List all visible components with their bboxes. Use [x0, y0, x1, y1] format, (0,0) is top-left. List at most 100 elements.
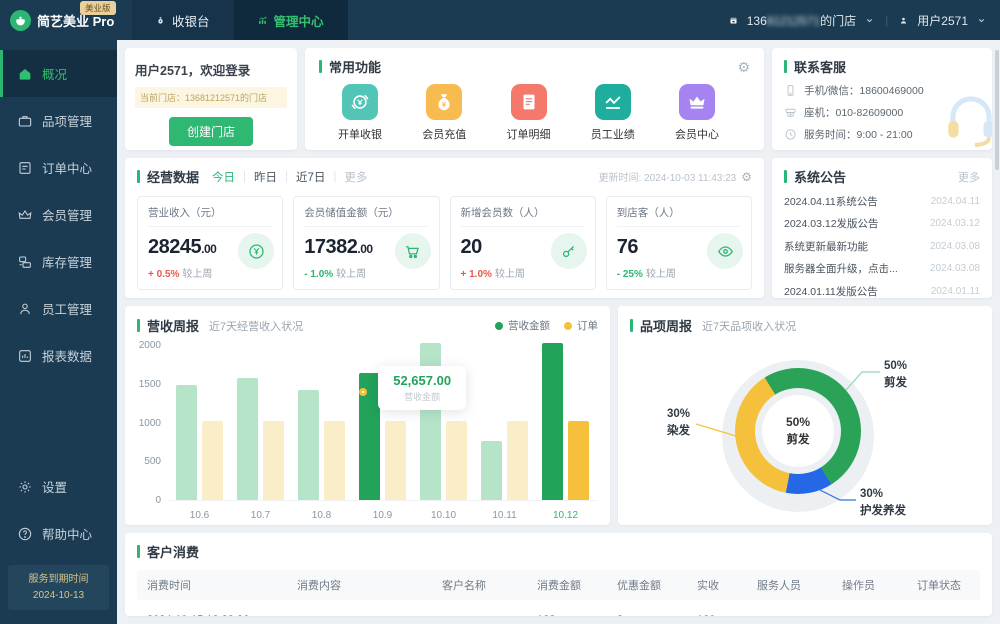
stat-card-revenue: 营业收入（元） 28245.00 + 0.5% 较上周	[137, 196, 284, 290]
slice-name: 剪发	[884, 377, 907, 390]
announcement-item[interactable]: 2024.01.11发版公告 2024.01.11	[784, 280, 980, 303]
sidebar-item-help[interactable]: 帮助中心	[0, 510, 117, 557]
announcements-more-link[interactable]: 更多	[958, 171, 980, 184]
orders-bar[interactable]	[385, 421, 406, 500]
quick-action-order-details[interactable]: 订单明细	[494, 84, 564, 142]
revenue-bar[interactable]	[542, 342, 563, 500]
quick-action-label: 订单明细	[506, 129, 551, 141]
table-row[interactable]: 2024-10-15 13:23:26 设计师洗剪吹 散客 128 8 120 …	[137, 600, 980, 616]
revenue-bar[interactable]	[481, 441, 502, 500]
key-icon	[550, 233, 587, 269]
stat-card-visitors: 到店客（人） 76 - 25% 较上周	[605, 196, 752, 290]
cell-received: 120	[697, 614, 757, 616]
bar-group[interactable]	[230, 346, 291, 500]
stat-decimals: .00	[357, 242, 373, 256]
bar-group[interactable]	[352, 346, 413, 500]
store-selector[interactable]: 13681212571的门店	[747, 12, 856, 29]
quick-action-member-center[interactable]: 会员中心	[662, 84, 732, 142]
bar-chart: 2000 1500 1000 500 0	[135, 341, 596, 521]
cart-icon	[394, 233, 431, 269]
section-accent	[784, 170, 787, 183]
money-bag-icon: ¥	[158, 16, 163, 24]
scrollbar[interactable]	[995, 44, 999, 620]
col-discount: 优惠金额	[617, 580, 661, 592]
orders-bar[interactable]	[202, 421, 223, 500]
quick-action-staff-performance[interactable]: 员工业绩	[578, 84, 648, 142]
stat-delta: + 1.0%	[460, 269, 492, 280]
yen-circle-icon	[342, 84, 378, 120]
sidebar-item-overview[interactable]: 概况	[0, 50, 117, 97]
sidebar-item-members[interactable]: 会员管理	[0, 191, 117, 238]
announcement-item[interactable]: 系统更新最新功能 2024.03.08	[784, 235, 980, 258]
user-menu[interactable]: 用户2571	[917, 13, 968, 28]
sidebar-item-label: 订单中心	[42, 162, 93, 176]
revenue-weekly-card: 营收周报 近7天经营收入状况 营收金额 订单 2000 1500 1000 50…	[125, 306, 610, 525]
revenue-bar[interactable]	[237, 378, 258, 500]
money-bag-icon: ¥	[426, 84, 463, 120]
create-store-button[interactable]: 创建门店	[168, 117, 253, 146]
gear-icon[interactable]: ⚙	[737, 58, 750, 75]
legend-orders[interactable]: 订单	[564, 318, 598, 333]
category-weekly-card: 品项周报 近7天品项收入状况 50% 剪发 50% 剪发 30% 染发	[618, 306, 992, 525]
chevron-down-icon[interactable]	[865, 16, 874, 25]
sidebar-footer: 设置 帮助中心 服务到期时间 2024-10-13	[0, 463, 117, 624]
revenue-bar[interactable]	[298, 389, 319, 500]
gear-icon[interactable]: ⚙	[741, 169, 752, 184]
section-accent	[319, 60, 322, 73]
quick-action-recharge[interactable]: ¥ 会员充值	[409, 84, 479, 142]
section-accent	[784, 60, 787, 73]
tab-yesterday[interactable]: 昨日	[254, 171, 278, 184]
stat-delta: + 0.5%	[148, 269, 180, 280]
bar-group[interactable]	[474, 346, 535, 500]
briefcase-icon	[18, 115, 32, 127]
announcement-item[interactable]: 2024.04.11系统公告 2024.04.11	[784, 190, 980, 213]
orders-bar[interactable]	[568, 421, 589, 500]
revenue-bar[interactable]	[359, 372, 380, 500]
stat-delta-suffix: 较上周	[645, 269, 676, 280]
orders-bar[interactable]	[324, 421, 345, 500]
sidebar-item-items[interactable]: 品项管理	[0, 97, 117, 144]
sidebar-item-label: 概况	[42, 68, 68, 82]
x-axis-label-current: 10.12	[552, 510, 579, 521]
orders-bar[interactable]	[507, 421, 528, 500]
orders-bar[interactable]	[263, 421, 284, 500]
tab-cashier[interactable]: ¥ 收银台	[132, 0, 234, 40]
announcement-item[interactable]: 服务器全面升级，点击... 2024.03.08	[784, 258, 980, 281]
sidebar-item-settings[interactable]: 设置	[0, 463, 117, 510]
tab-today[interactable]: 今日	[212, 171, 236, 184]
update-time: 更新时间: 2024-10-03 11:43:23 ⚙	[599, 169, 752, 185]
chart-legend: 营收金额 订单	[495, 318, 598, 333]
bar-group[interactable]	[535, 342, 596, 500]
sidebar-item-label: 报表数据	[42, 350, 93, 364]
orders-bar[interactable]	[446, 421, 467, 500]
sidebar-item-reports[interactable]: 报表数据	[0, 332, 117, 379]
contact-landline-text: 座机：010-82609000	[804, 107, 904, 119]
contact-mobile-text: 手机/微信：18600469000	[804, 85, 924, 97]
legend-revenue[interactable]: 营收金额	[495, 318, 550, 333]
sidebar-item-label: 品项管理	[42, 115, 93, 129]
revenue-bar[interactable]	[176, 384, 197, 500]
tab-cashier-label: 收银台	[172, 14, 210, 29]
bar-group[interactable]	[291, 346, 352, 500]
bar-group[interactable]	[169, 346, 230, 500]
quick-action-checkout[interactable]: 开单收银	[325, 84, 395, 142]
category-chart-subtitle: 近7天品项收入状况	[702, 320, 797, 333]
tab-last7days[interactable]: 近7日	[296, 171, 326, 184]
announcement-item[interactable]: 2024.03.12发版公告 2024.03.12	[784, 213, 980, 236]
tab-manage-center[interactable]: 管理中心	[233, 0, 348, 40]
sidebar-item-staff[interactable]: 员工管理	[0, 285, 117, 332]
announcements-title: 系统公告	[794, 170, 847, 185]
chevron-down-icon[interactable]	[977, 16, 986, 25]
sidebar-item-inventory[interactable]: 库存管理	[0, 238, 117, 285]
stat-delta-suffix: 较上周	[182, 269, 213, 280]
scrollbar-thumb[interactable]	[995, 50, 999, 170]
donut-center-label: 剪发	[786, 434, 810, 446]
revenue-chart-subtitle: 近7天经营收入状况	[209, 320, 304, 333]
slice-percent: 30%	[860, 488, 884, 500]
announcement-date: 2024.03.12	[929, 218, 980, 230]
tab-more[interactable]: 更多	[344, 171, 368, 184]
store-number-prefix: 136	[746, 13, 767, 28]
row-stats: 经营数据 今日 | 昨日 | 近7日 | 更多 更新时间: 2024-10-03…	[125, 158, 992, 298]
sidebar-item-orders[interactable]: 订单中心	[0, 144, 117, 191]
app-title: 简艺美业 Pro	[37, 13, 115, 29]
